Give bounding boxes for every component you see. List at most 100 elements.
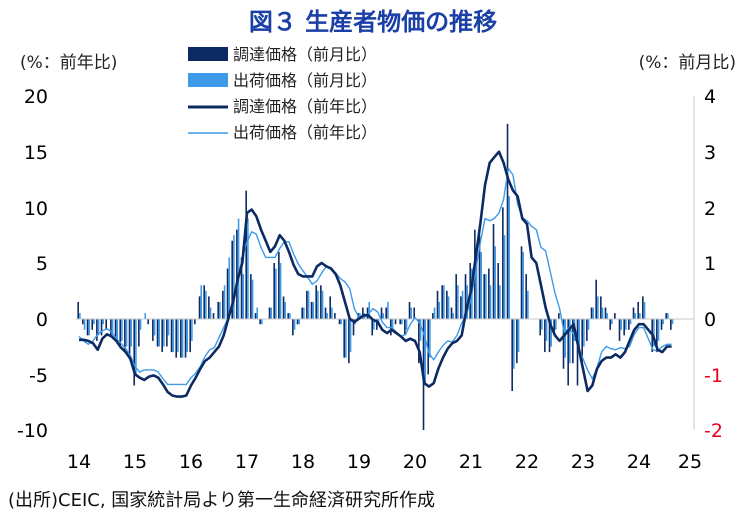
output-mom-bar: [489, 285, 492, 319]
output-mom-bar: [611, 318, 613, 325]
output-mom-bar: [79, 313, 81, 319]
output-mom-bar: [620, 318, 623, 330]
procurement-mom-bar: [147, 318, 149, 325]
procurement-mom-bar: [278, 251, 280, 319]
x-tick: 25: [678, 451, 702, 473]
procurement-mom-bar: [623, 318, 625, 336]
procurement-mom-bar: [114, 318, 117, 341]
legend-swatch-output-mom: [188, 73, 228, 87]
left-tick: 5: [36, 253, 48, 275]
procurement-mom-bar: [642, 296, 644, 319]
legend-label-output-yoy: 出荷価格（前年比）: [233, 123, 377, 142]
output-mom-bar: [144, 313, 147, 319]
output-mom-bar: [181, 318, 184, 358]
procurement-mom-bar: [492, 224, 495, 319]
output-mom-bar: [545, 318, 548, 341]
output-mom-bar: [191, 318, 193, 341]
procurement-mom-bar: [184, 318, 187, 358]
output-mom-bar: [261, 318, 263, 325]
output-mom-bar: [499, 285, 501, 319]
procurement-mom-bar: [86, 318, 89, 336]
output-mom-bar: [247, 218, 249, 319]
procurement-mom-bar: [576, 318, 579, 386]
right-axis-ticks: 4 3 2 1 0 -1 -2: [704, 86, 723, 442]
procurement-mom-bar: [394, 318, 397, 325]
procurement-mom-bar: [343, 318, 345, 358]
procurement-mom-bar: [450, 307, 453, 319]
procurement-mom-bar: [404, 318, 406, 336]
procurement-mom-bar: [488, 268, 490, 319]
output-mom-bar: [452, 313, 455, 319]
output-mom-bar: [424, 318, 427, 386]
left-axis-ticks: 20 15 10 5 0 -5 -10: [17, 86, 48, 442]
procurement-mom-bar: [380, 307, 383, 319]
procurement-mom-bar: [203, 285, 205, 319]
procurement-mom-bar: [240, 257, 243, 319]
output-mom-bar: [653, 318, 655, 347]
procurement-mom-bar: [432, 313, 434, 319]
output-mom-bar: [233, 235, 235, 319]
procurement-mom-bar: [614, 313, 616, 319]
procurement-mom-bar: [161, 318, 163, 353]
output-mom-bar: [583, 318, 585, 347]
procurement-mom-bar: [464, 274, 467, 319]
output-mom-bar: [429, 318, 431, 358]
procurement-mom-bar: [572, 318, 574, 364]
output-mom-bar: [601, 307, 604, 319]
output-mom-bar: [321, 290, 324, 319]
procurement-mom-bar: [637, 301, 639, 319]
procurement-mom-bar: [520, 246, 523, 319]
procurement-mom-bar: [632, 307, 635, 319]
procurement-mom-bar: [296, 318, 299, 325]
procurement-mom-bar: [254, 313, 257, 319]
procurement-mom-bar: [273, 263, 275, 319]
procurement-mom-bar: [385, 307, 387, 319]
procurement-mom-bar: [670, 318, 672, 330]
procurement-mom-bar: [595, 279, 597, 319]
procurement-mom-bar: [478, 235, 481, 319]
procurement-mom-bar: [506, 123, 509, 319]
output-mom-bar: [517, 318, 520, 353]
procurement-mom-bar: [152, 318, 154, 341]
output-mom-bar: [592, 307, 595, 319]
output-mom-bar: [293, 318, 296, 330]
procurement-mom-bar: [483, 274, 485, 319]
x-tick: 23: [571, 451, 595, 473]
left-tick: 15: [24, 142, 48, 164]
procurement-mom-bar: [548, 318, 551, 353]
procurement-mom-bar: [194, 318, 196, 325]
procurement-mom-bar: [259, 318, 261, 325]
output-mom-bar: [387, 301, 389, 319]
output-mom-bar: [102, 318, 105, 325]
x-tick: 24: [627, 451, 651, 473]
procurement-mom-bar: [511, 318, 513, 392]
output-mom-bar: [410, 307, 413, 319]
procurement-mom-bar: [128, 318, 131, 358]
left-axis-unit: (%：前年比): [20, 53, 117, 73]
procurement-mom-bar: [628, 318, 630, 330]
output-mom-bar: [153, 318, 156, 336]
output-mom-bar: [158, 318, 161, 347]
procurement-mom-bar: [306, 290, 308, 319]
output-mom-bar: [167, 318, 170, 336]
procurement-mom-bar: [82, 318, 84, 325]
procurement-mom-bar: [338, 318, 341, 325]
procurement-mom-bar: [455, 274, 457, 319]
x-tick: 19: [347, 451, 371, 473]
left-tick: 0: [36, 309, 48, 331]
legend-label-output-mom: 出荷価格（前月比）: [233, 71, 377, 90]
output-mom-bar: [125, 318, 128, 347]
procurement-mom-bar: [413, 307, 415, 319]
procurement-mom-bar: [581, 318, 583, 364]
output-mom-bar: [93, 318, 95, 325]
output-mom-bar: [419, 318, 422, 341]
procurement-mom-bar: [562, 318, 565, 369]
output-mom-bar: [597, 296, 599, 319]
procurement-mom-bar: [586, 318, 588, 341]
x-tick: 16: [179, 451, 203, 473]
output-mom-bar: [657, 318, 660, 341]
output-mom-bar: [373, 318, 375, 330]
procurement-mom-bar: [110, 318, 112, 336]
procurement-mom-bar: [301, 307, 303, 319]
